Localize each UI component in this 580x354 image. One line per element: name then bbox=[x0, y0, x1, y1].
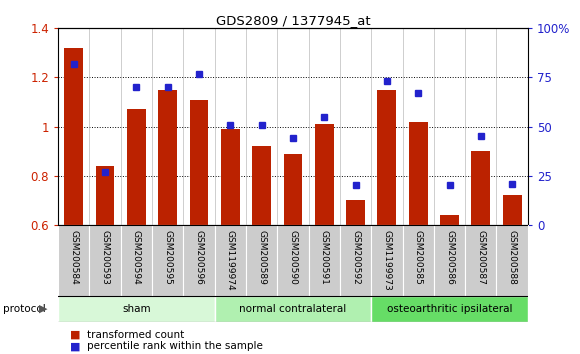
Bar bbox=[277, 225, 309, 296]
Bar bbox=[58, 225, 89, 296]
Bar bbox=[371, 225, 403, 296]
Bar bbox=[89, 225, 121, 296]
Text: GSM200593: GSM200593 bbox=[100, 230, 110, 285]
Bar bbox=[378, 90, 396, 225]
Text: GSM200585: GSM200585 bbox=[414, 230, 423, 285]
Text: ■: ■ bbox=[70, 330, 80, 339]
Bar bbox=[315, 124, 333, 225]
Text: GSM200586: GSM200586 bbox=[445, 230, 454, 285]
Bar bbox=[465, 225, 496, 296]
Bar bbox=[496, 225, 528, 296]
Text: GSM1199974: GSM1199974 bbox=[226, 230, 235, 291]
Text: GSM200588: GSM200588 bbox=[508, 230, 517, 285]
Text: sham: sham bbox=[122, 304, 151, 314]
Bar bbox=[221, 129, 240, 225]
Text: ▶: ▶ bbox=[39, 304, 48, 314]
Bar bbox=[340, 225, 371, 296]
Bar bbox=[183, 225, 215, 296]
Bar bbox=[152, 225, 183, 296]
Bar bbox=[58, 296, 215, 322]
Bar bbox=[158, 90, 177, 225]
Text: GSM200584: GSM200584 bbox=[69, 230, 78, 285]
Bar bbox=[190, 99, 208, 225]
Bar bbox=[96, 166, 114, 225]
Bar bbox=[346, 200, 365, 225]
Text: ■: ■ bbox=[70, 341, 80, 351]
Text: GSM200592: GSM200592 bbox=[351, 230, 360, 285]
Text: GSM200589: GSM200589 bbox=[257, 230, 266, 285]
Text: transformed count: transformed count bbox=[87, 330, 184, 339]
Bar bbox=[409, 122, 427, 225]
Bar bbox=[215, 296, 371, 322]
Bar bbox=[434, 225, 465, 296]
Bar bbox=[440, 215, 459, 225]
Bar bbox=[127, 109, 146, 225]
Text: percentile rank within the sample: percentile rank within the sample bbox=[87, 341, 263, 351]
Bar bbox=[309, 225, 340, 296]
Bar bbox=[252, 146, 271, 225]
Text: GSM200591: GSM200591 bbox=[320, 230, 329, 285]
Text: GSM200587: GSM200587 bbox=[476, 230, 485, 285]
Text: GSM200590: GSM200590 bbox=[288, 230, 298, 285]
Bar bbox=[371, 296, 528, 322]
Bar bbox=[503, 195, 521, 225]
Text: GSM200595: GSM200595 bbox=[163, 230, 172, 285]
Text: protocol: protocol bbox=[3, 304, 46, 314]
Title: GDS2809 / 1377945_at: GDS2809 / 1377945_at bbox=[216, 14, 370, 27]
Bar bbox=[246, 225, 277, 296]
Text: osteoarthritic ipsilateral: osteoarthritic ipsilateral bbox=[387, 304, 512, 314]
Bar bbox=[284, 154, 302, 225]
Bar bbox=[121, 225, 152, 296]
Bar bbox=[215, 225, 246, 296]
Text: GSM200596: GSM200596 bbox=[194, 230, 204, 285]
Text: normal contralateral: normal contralateral bbox=[240, 304, 346, 314]
Text: GSM1199973: GSM1199973 bbox=[382, 230, 392, 291]
Bar bbox=[472, 151, 490, 225]
Text: GSM200594: GSM200594 bbox=[132, 230, 141, 285]
Bar bbox=[64, 48, 83, 225]
Bar bbox=[403, 225, 434, 296]
